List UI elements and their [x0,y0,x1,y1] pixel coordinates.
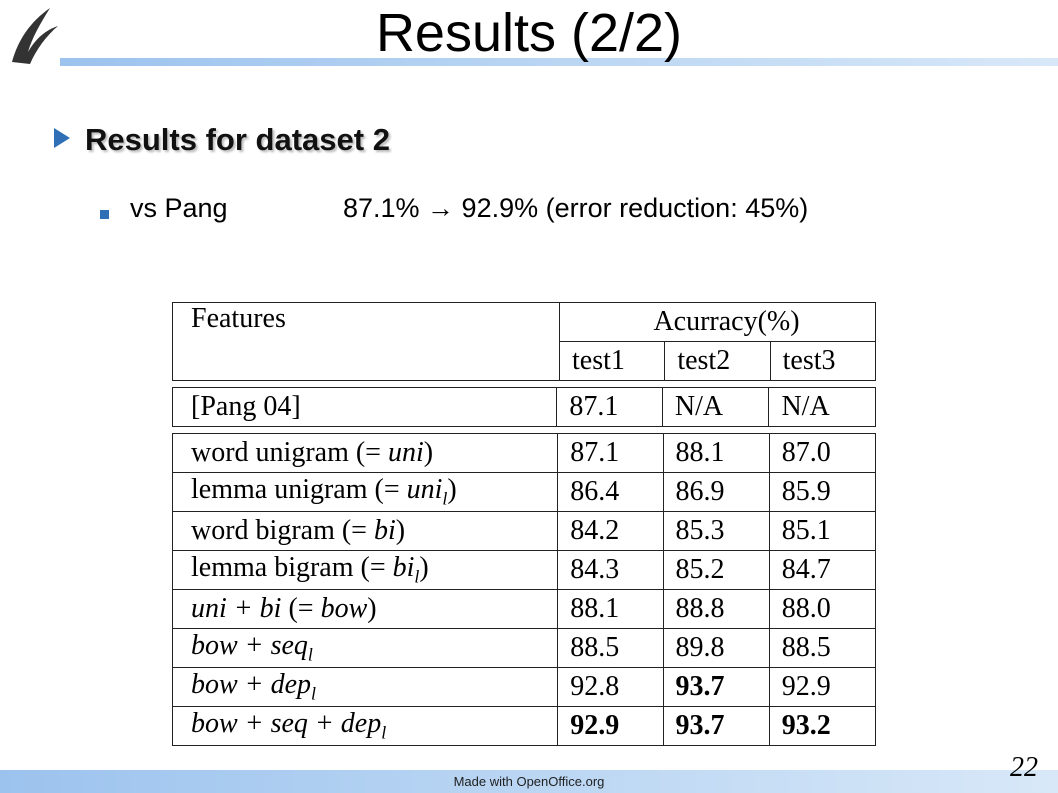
value-cell: 93.7 [662,706,770,746]
credit: Made with OpenOffice.org [453,774,605,789]
value-cell: 88.8 [662,589,770,629]
value-cell: 86.9 [662,472,770,512]
feature-text: l [414,566,420,587]
footer-band [0,770,1058,793]
feature-text: ) [423,437,434,468]
value-cell: N/A [768,387,876,427]
table-row: lemma unigram (= unil) 86.4 86.9 85.9 [171,472,877,512]
table-row: word unigram (= uni) 87.1 88.1 87.0 [171,433,877,473]
value-cell: 92.9 [768,667,877,707]
feature-text: bow + seq [191,630,308,662]
table-row: bow + depl 92.8 93.7 92.9 [171,667,877,707]
value-cell: 85.1 [768,511,877,551]
feature-text: word unigram (= [191,437,388,468]
value-cell: 85.9 [768,472,877,512]
page-number: 22 [1010,752,1038,783]
feature-text: uni + bi [191,593,282,624]
value-cell: 93.2 [768,706,877,746]
feature-cell: bow + depl [171,667,559,707]
feature-cell: [Pang 04] [171,387,558,427]
value-cell: 92.9 [557,706,664,746]
value-cell: 89.8 [662,628,770,668]
value-cell: 87.0 [768,433,877,473]
value-cell: 88.5 [768,628,877,668]
feature-text: l [381,722,387,743]
feature-text: uni [387,437,424,468]
feature-text: bi [373,515,396,546]
value-cell: 88.1 [662,433,770,473]
table-row: word bigram (= bi) 84.2 85.3 85.1 [171,511,877,551]
value-cell: 86.4 [557,472,664,512]
table-row: lemma bigram (= bil) 84.3 85.2 84.7 [171,550,877,590]
header-row: Features Acurracy(%) [172,302,876,381]
column-header: test3 [769,341,877,381]
header-cell: Acurracy(%) [559,302,876,342]
header-cell: Features [172,302,560,381]
feature-text: [Pang 04] [191,391,301,422]
value-cell: 93.7 [662,667,770,707]
feature-text: ) [419,552,429,584]
header-table: Features Acurracy(%) test1 test2 test3 [172,302,877,381]
sub-bullet-label: vs Pang [130,193,228,223]
feature-text: ) [367,593,377,624]
feature-text: lemma unigram (= [191,474,407,506]
sub-bullet-icon [100,210,109,219]
feature-text: l [307,644,313,665]
value-cell: 87.1 [557,433,664,473]
logo [12,8,58,64]
bullet-icon [54,128,70,148]
value-cell: 87.1 [556,387,663,427]
table-group: word unigram (= uni) 87.1 88.1 87.0 lemma un… [171,433,877,746]
feature-cell: lemma unigram (= unil) [171,472,559,512]
feature-cell: word unigram (= uni) [171,433,559,473]
feature-text: l [442,488,448,509]
feature-text: uni [406,474,443,506]
feature-cell: bow + seq + depl [171,706,559,746]
value-cell: 85.2 [662,550,770,590]
feature-text: bow + dep [191,669,311,701]
value-cell: 84.3 [557,550,664,590]
feature-text: bow [320,593,368,624]
feature-text: word bigram (= [191,515,374,546]
value-cell: N/A [661,387,770,427]
feature-cell: bow + seql [171,628,559,668]
title: Results (2/2) [375,3,683,63]
feature-text: lemma bigram (= [191,552,393,584]
value-cell: 88.5 [557,628,664,668]
value-cell: 88.0 [768,589,877,629]
feature-text: ) [395,515,406,546]
sub-bullet-text: 87.1% → 92.9% (error reduction: 45%) [343,193,809,223]
table-row: bow + seq + depl 92.9 93.7 93.2 [171,706,877,746]
table-group: [Pang 04] 87.1 N/A N/A [171,387,876,427]
table-row: uni + bi (= bow) 88.1 88.8 88.0 [171,589,877,629]
value-cell: 85.3 [662,511,770,551]
feature-cell: word bigram (= bi) [171,511,559,551]
value-cell: 92.8 [557,667,664,707]
table-row: [Pang 04] 87.1 N/A N/A [171,387,876,427]
value-cell: 84.2 [557,511,664,551]
feature-text: l [311,683,317,704]
bullet: Results for dataset 2 [85,122,390,157]
header-row: test1 test2 test3 [173,341,877,381]
column-header: test1 [558,341,666,381]
feature-text: (= [281,593,321,624]
table-row: bow + seql 88.5 89.8 88.5 [171,628,877,668]
feature-text: bow + seq + dep [191,708,382,740]
feature-text: bi [392,552,415,584]
column-header: test2 [664,341,771,381]
value-cell: 84.7 [768,550,877,590]
feature-cell: uni + bi (= bow) [171,589,559,629]
feature-cell: lemma bigram (= bil) [171,550,559,590]
title-rule [60,58,1058,66]
value-cell: 88.1 [557,589,664,629]
feature-text: ) [447,474,457,506]
